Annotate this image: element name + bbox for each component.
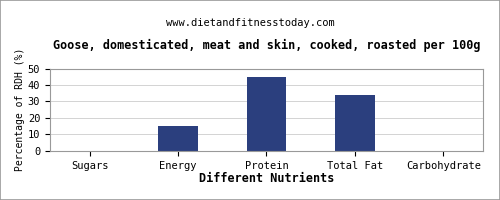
Bar — [246, 77, 286, 151]
Y-axis label: Percentage of RDH (%): Percentage of RDH (%) — [15, 48, 25, 171]
Title: Goose, domesticated, meat and skin, cooked, roasted per 100g: Goose, domesticated, meat and skin, cook… — [52, 39, 480, 52]
Bar — [335, 95, 375, 151]
Text: www.dietandfitnesstoday.com: www.dietandfitnesstoday.com — [166, 18, 334, 28]
Bar — [158, 126, 198, 151]
X-axis label: Different Nutrients: Different Nutrients — [199, 172, 334, 185]
